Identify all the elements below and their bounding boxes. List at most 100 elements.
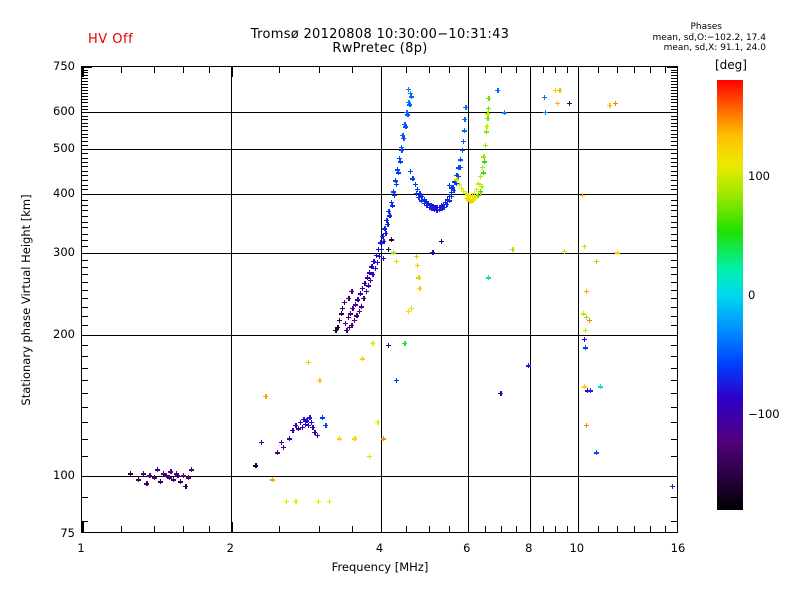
y-axis-tick (82, 69, 88, 71)
data-point (419, 194, 425, 200)
data-point (127, 471, 133, 477)
y-axis-tick (671, 108, 677, 110)
statistics-title: Phases (690, 22, 722, 32)
data-point (405, 112, 411, 118)
y-axis-tick (671, 215, 677, 217)
marker-vertical-bar (393, 250, 395, 256)
marker-vertical-bar (419, 190, 421, 196)
marker-vertical-bar (363, 295, 365, 301)
x-axis-tick (542, 526, 544, 532)
marker-vertical-bar (450, 185, 453, 191)
data-point (175, 473, 181, 479)
data-point (370, 340, 376, 346)
marker-vertical-bar (316, 432, 318, 438)
y-axis-tick (671, 126, 677, 128)
y-axis-tick (82, 289, 88, 291)
marker-vertical-bar (182, 473, 185, 479)
marker-vertical-bar (469, 194, 471, 200)
marker-vertical-bar (487, 105, 490, 111)
marker-vertical-bar (395, 182, 397, 188)
data-point (304, 418, 310, 424)
data-point (542, 109, 548, 115)
marker-vertical-bar (444, 199, 446, 205)
colorbar-tick-label: 0 (748, 288, 756, 302)
title-line-2: RwPretec (8p) (332, 41, 428, 56)
y-axis-title: Stationary phase Virtual Height [km] (19, 194, 33, 406)
y-axis-tick-label: 100 (53, 467, 75, 482)
x-axis-tick (351, 67, 353, 73)
marker-vertical-bar (149, 473, 151, 479)
marker-vertical-bar (438, 207, 441, 213)
y-axis-tick (671, 380, 677, 382)
x-axis-tick (208, 526, 210, 532)
data-point (188, 467, 194, 473)
marker-vertical-bar (407, 308, 410, 314)
marker-vertical-bar (129, 471, 131, 477)
marker-vertical-bar (362, 285, 364, 291)
data-point (436, 204, 442, 210)
marker-vertical-bar (584, 327, 587, 333)
marker-vertical-bar (400, 144, 402, 150)
data-point (326, 499, 332, 505)
marker-vertical-bar (357, 297, 359, 303)
marker-vertical-bar (487, 115, 489, 121)
data-point (373, 253, 379, 259)
data-point (381, 238, 387, 244)
data-point (378, 240, 383, 246)
data-point (336, 436, 342, 442)
marker-vertical-bar (559, 87, 561, 93)
marker-vertical-bar (484, 142, 486, 148)
y-axis-tick (671, 75, 677, 77)
marker-vertical-bar (307, 359, 310, 365)
y-axis-tick-label: 200 (53, 327, 75, 342)
data-point (580, 311, 586, 317)
x-axis-major-tick (467, 67, 470, 77)
data-point (468, 199, 474, 205)
y-axis-tick (671, 393, 677, 395)
marker-vertical-bar (474, 196, 476, 202)
marker-vertical-bar (544, 109, 547, 115)
x-axis-tick (154, 526, 156, 532)
data-point (394, 167, 400, 173)
y-axis-tick (82, 298, 88, 300)
gridline-vertical (529, 67, 531, 532)
data-point (310, 424, 316, 430)
marker-vertical-bar (497, 87, 499, 93)
marker-vertical-bar (407, 112, 409, 118)
gridline-horizontal (82, 335, 677, 337)
marker-vertical-bar (543, 95, 545, 101)
data-point (387, 213, 393, 219)
data-point (393, 377, 399, 383)
x-axis-tick (485, 526, 487, 532)
marker-vertical-bar (460, 157, 462, 163)
marker-vertical-bar (586, 388, 589, 394)
title-line-1: Tromsø 20120808 10:30:00−10:31:43 (250, 27, 510, 42)
data-point (480, 170, 486, 176)
x-axis-tick (515, 67, 517, 73)
data-point (380, 234, 386, 240)
data-point (448, 185, 454, 191)
y-axis-tick (82, 497, 88, 499)
y-axis-major-tick (667, 67, 677, 68)
x-axis-major-tick (577, 522, 580, 532)
marker-vertical-bar (414, 182, 417, 188)
y-axis-tick (671, 166, 677, 168)
y-axis-tick (671, 92, 677, 94)
marker-vertical-bar (405, 124, 407, 130)
data-point (314, 432, 320, 438)
data-point (583, 315, 589, 321)
marker-vertical-bar (403, 135, 405, 141)
data-point (158, 479, 164, 485)
y-axis-tick (671, 298, 677, 300)
y-axis-tick-label: 300 (53, 244, 75, 259)
data-point (392, 178, 398, 184)
data-point (428, 202, 434, 208)
marker-vertical-bar (473, 190, 476, 196)
data-point (416, 195, 422, 201)
data-point (382, 226, 388, 232)
data-point (305, 423, 311, 429)
gridline-vertical (467, 67, 469, 532)
y-axis-tick (671, 72, 677, 74)
y-axis-tick (671, 281, 677, 283)
marker-vertical-bar (338, 317, 340, 323)
